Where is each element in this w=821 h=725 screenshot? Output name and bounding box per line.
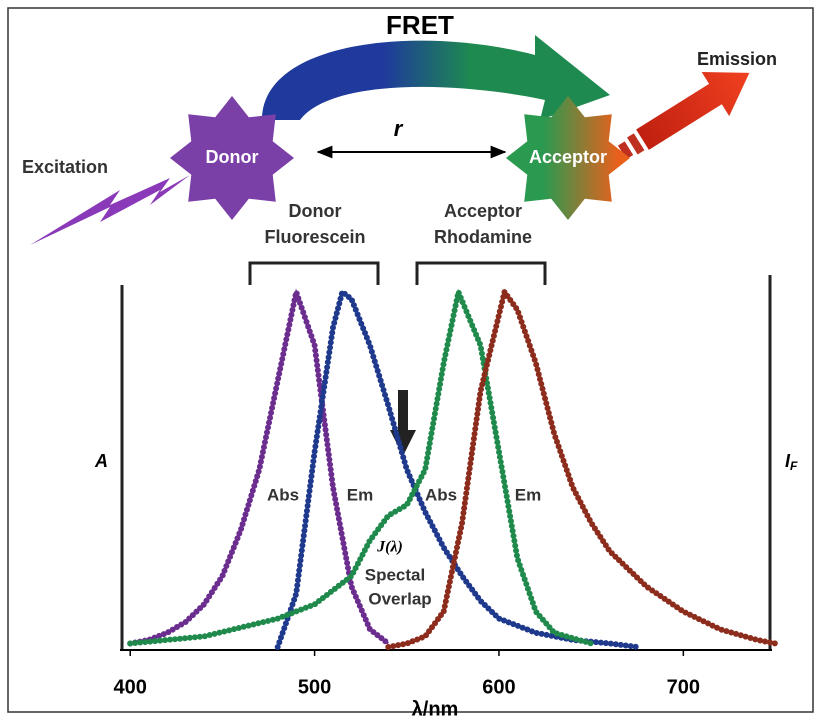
- emission-arrow: [617, 72, 750, 160]
- series-label: Em: [515, 485, 541, 504]
- emission-label: Emission: [697, 49, 777, 69]
- acceptor-dye: Acceptor: [444, 201, 522, 221]
- donor-star: [170, 96, 294, 220]
- overlap-symbol: J(λ): [376, 539, 403, 556]
- bracket: [248, 261, 380, 285]
- series-label: Abs: [267, 485, 299, 504]
- title: FRET: [386, 10, 454, 40]
- spectrum-line: [130, 288, 592, 645]
- acceptor-star: [506, 96, 630, 220]
- donor-dye: Donor: [289, 201, 342, 221]
- fret-arrow: [262, 35, 610, 120]
- overlap-text: Overlap: [368, 589, 431, 608]
- x-tick-label: 700: [667, 676, 700, 698]
- x-tick-label: 500: [298, 676, 331, 698]
- donor-dye: Fluorescein: [264, 227, 365, 247]
- y-label: A: [94, 451, 108, 471]
- y2-label: IF: [785, 451, 798, 473]
- acceptor-label: Acceptor: [529, 147, 607, 167]
- frame: [7, 7, 814, 713]
- series-label: Abs: [425, 485, 457, 504]
- bracket: [415, 261, 547, 285]
- spectrum-dots: [127, 281, 595, 647]
- spectrum-dots: [127, 280, 392, 647]
- series-label: Em: [347, 485, 373, 504]
- overlap-text: Spectal: [365, 565, 425, 584]
- distance-label: r: [394, 116, 404, 141]
- acceptor-dye: Rhodamine: [434, 227, 532, 247]
- excitation-label: Excitation: [22, 157, 108, 177]
- x-tick-label: 600: [482, 676, 515, 698]
- x-label: λ/nm: [412, 698, 459, 720]
- excitation-bolt: [30, 175, 190, 245]
- donor-label: Donor: [206, 147, 259, 167]
- x-tick-label: 400: [114, 676, 147, 698]
- spectrum-dots: [385, 284, 779, 650]
